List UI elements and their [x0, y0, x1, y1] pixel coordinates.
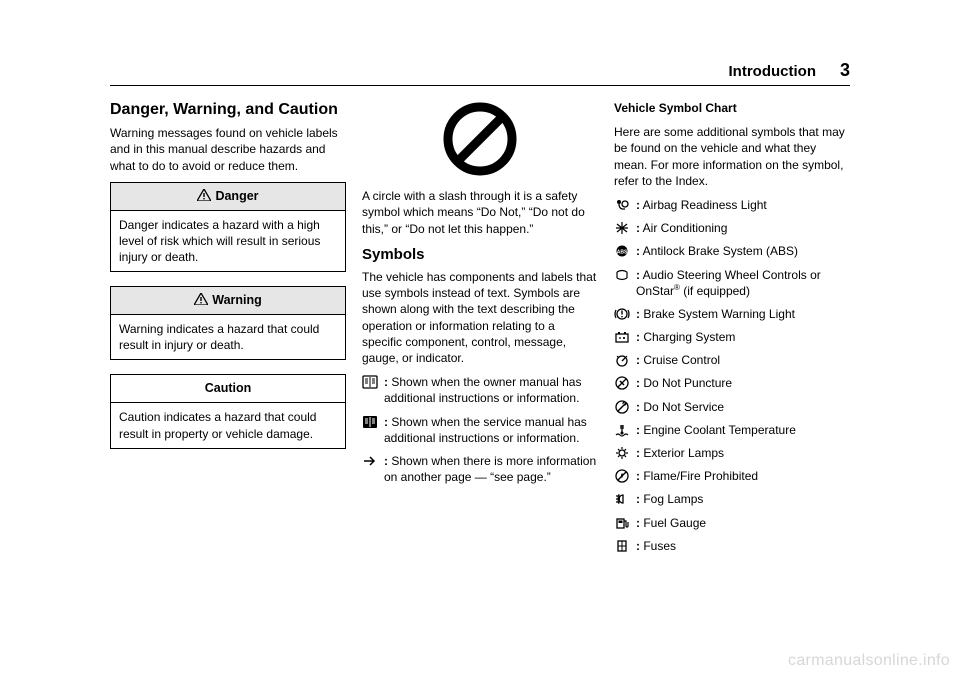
symbol-icon — [614, 469, 630, 483]
symbol-icon — [614, 423, 630, 437]
symbol-item: : Airbag Readiness Light — [614, 197, 850, 213]
symbol-icon — [614, 307, 630, 321]
page-container: Introduction 3 Danger, Warning, and Caut… — [110, 60, 850, 650]
symbol-icon: ABS — [614, 244, 630, 258]
symbol-icon — [614, 492, 630, 506]
symbol-icon — [614, 539, 630, 553]
caution-callout: Caution Caution indicates a hazard that … — [110, 374, 346, 448]
danger-body: Danger indicates a hazard with a high le… — [111, 211, 345, 272]
symbol-label: : Fuel Gauge — [636, 515, 850, 531]
warning-body: Warning indicates a hazard that could re… — [111, 315, 345, 359]
service-manual-desc: Shown when the service manual has additi… — [384, 415, 587, 445]
watermark: carmanualsonline.info — [788, 652, 950, 670]
symbol-label: : Antilock Brake System (ABS) — [636, 243, 850, 259]
column-2: A circle with a slash through it is a sa… — [362, 100, 598, 561]
symbol-icon — [614, 198, 630, 212]
see-page-icon — [362, 454, 378, 468]
symbol-label: : Airbag Readiness Light — [636, 197, 850, 213]
symbol-item: : Brake System Warning Light — [614, 306, 850, 322]
symbol-icon — [614, 330, 630, 344]
symbol-label: : Charging System — [636, 329, 850, 345]
owner-manual-symbol-line: : Shown when the owner manual has additi… — [362, 374, 598, 406]
caution-body: Caution indicates a hazard that could re… — [111, 403, 345, 447]
danger-callout: Danger Danger indicates a hazard with a … — [110, 182, 346, 272]
symbol-icon — [614, 446, 630, 460]
symbol-item: : Engine Coolant Temperature — [614, 422, 850, 438]
symbol-label: : Fog Lamps — [636, 491, 850, 507]
owner-manual-icon — [362, 375, 378, 389]
service-manual-symbol-line: : Shown when the service manual has addi… — [362, 414, 598, 446]
see-page-text: : Shown when there is more information o… — [384, 453, 598, 485]
warning-callout-head: Warning — [111, 287, 345, 315]
warning-title: Warning — [212, 293, 262, 307]
prohibition-caption: A circle with a slash through it is a sa… — [362, 188, 598, 237]
symbol-item: : Air Conditioning — [614, 220, 850, 236]
owner-manual-desc: Shown when the owner manual has addition… — [384, 375, 581, 405]
vehicle-symbol-chart-intro: Here are some additional symbols that ma… — [614, 124, 850, 189]
symbol-item: : Do Not Service — [614, 399, 850, 415]
symbol-label: : Do Not Puncture — [636, 375, 850, 391]
symbol-icon — [614, 400, 630, 414]
owner-manual-text: : Shown when the owner manual has additi… — [384, 374, 598, 406]
symbol-item: : Audio Steering Wheel Controls or OnSta… — [614, 267, 850, 299]
symbol-label: : Air Conditioning — [636, 220, 850, 236]
symbol-list: : Airbag Readiness Light : Air Conditioni… — [614, 197, 850, 554]
symbol-label: : Exterior Lamps — [636, 445, 850, 461]
symbols-heading: Symbols — [362, 245, 598, 265]
see-page-symbol-line: : Shown when there is more information o… — [362, 453, 598, 485]
symbol-item: : Fuses — [614, 538, 850, 554]
content-columns: Danger, Warning, and Caution Warning mes… — [110, 100, 850, 561]
symbol-item: : Charging System — [614, 329, 850, 345]
symbol-label: : Do Not Service — [636, 399, 850, 415]
symbol-item: : Fog Lamps — [614, 491, 850, 507]
see-page-desc: Shown when there is more information on … — [384, 454, 596, 484]
svg-text:ABS: ABS — [617, 250, 628, 256]
caution-title: Caution — [205, 381, 252, 395]
symbol-icon — [614, 353, 630, 367]
warning-callout: Warning Warning indicates a hazard that … — [110, 286, 346, 360]
symbol-item: : Cruise Control — [614, 352, 850, 368]
column-1: Danger, Warning, and Caution Warning mes… — [110, 100, 346, 561]
symbol-item: : Flame/Fire Prohibited — [614, 468, 850, 484]
symbol-label: : Flame/Fire Prohibited — [636, 468, 850, 484]
warning-triangle-icon — [194, 293, 208, 305]
symbol-label: : Fuses — [636, 538, 850, 554]
warning-triangle-icon — [197, 189, 211, 201]
symbol-label: : Brake System Warning Light — [636, 306, 850, 322]
header-title: Introduction — [729, 63, 816, 80]
symbol-icon — [614, 268, 630, 282]
symbol-label: : Cruise Control — [636, 352, 850, 368]
header-page-number: 3 — [840, 60, 850, 81]
prohibition-symbol — [362, 100, 598, 182]
intro-paragraph: Warning messages found on vehicle labels… — [110, 125, 346, 174]
symbol-item: : Exterior Lamps — [614, 445, 850, 461]
symbol-icon — [614, 516, 630, 530]
danger-callout-head: Danger — [111, 183, 345, 211]
column-3: Vehicle Symbol Chart Here are some addit… — [614, 100, 850, 561]
symbol-item: : Do Not Puncture — [614, 375, 850, 391]
symbol-icon — [614, 221, 630, 235]
symbol-label: : Engine Coolant Temperature — [636, 422, 850, 438]
danger-title: Danger — [215, 189, 258, 203]
page-header: Introduction 3 — [110, 60, 850, 86]
danger-warning-caution-heading: Danger, Warning, and Caution — [110, 100, 346, 119]
symbol-item: : Fuel Gauge — [614, 515, 850, 531]
service-manual-icon — [362, 415, 378, 429]
service-manual-text: : Shown when the service manual has addi… — [384, 414, 598, 446]
caution-callout-head: Caution — [111, 375, 345, 403]
symbol-icon — [614, 376, 630, 390]
symbols-intro: The vehicle has components and labels th… — [362, 269, 598, 366]
symbol-label: : Audio Steering Wheel Controls or OnSta… — [636, 267, 850, 299]
symbol-item: ABS : Antilock Brake System (ABS) — [614, 243, 850, 259]
vehicle-symbol-chart-heading: Vehicle Symbol Chart — [614, 100, 850, 116]
